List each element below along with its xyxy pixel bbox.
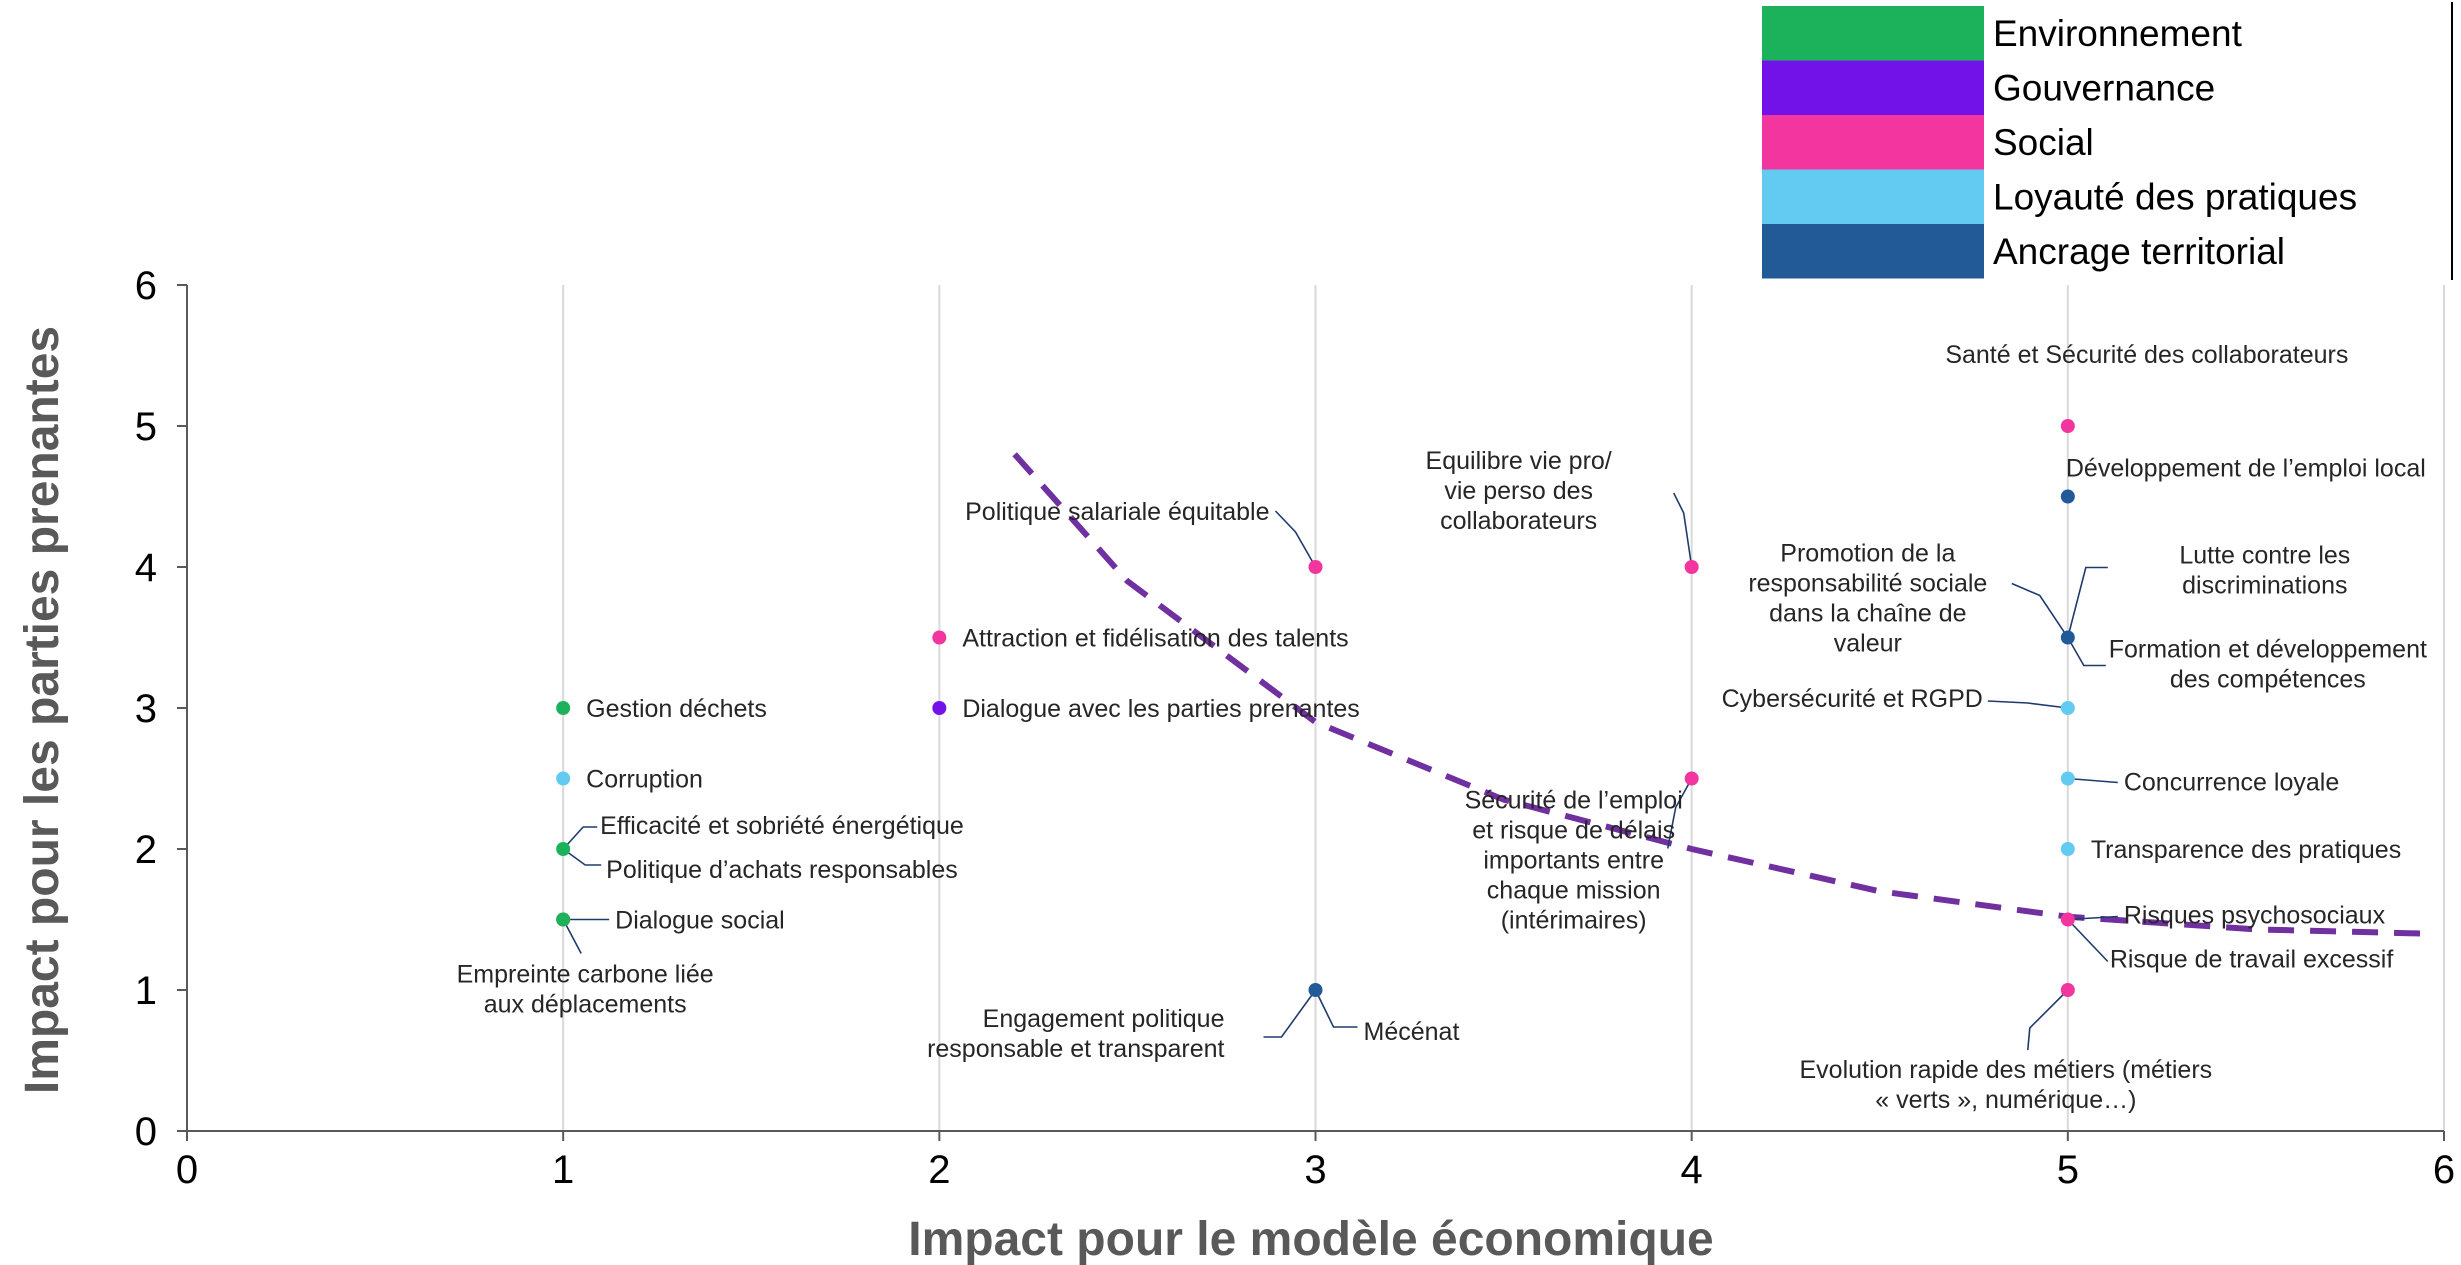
- leader-line: [1987, 700, 2068, 709]
- y-tick-label: 2: [135, 828, 157, 872]
- point-label: Risques psychosociaux: [2124, 902, 2386, 930]
- data-point: [556, 842, 571, 856]
- x-axis-title: Impact pour le modèle économique: [908, 1213, 1713, 1265]
- trend-curve: [1012, 452, 2426, 937]
- leader-line: [2027, 989, 2069, 1051]
- point-label: Promotion de la responsabilité sociale dan…: [1748, 540, 1987, 658]
- point-label: Dialogue avec les parties prenantes: [962, 695, 1359, 723]
- y-tick-label: 1: [135, 969, 157, 1013]
- data-point: [2060, 983, 2075, 997]
- leader-line: [1672, 492, 1693, 568]
- legend-label: Ancrage territorial: [1993, 231, 2285, 272]
- point-label: Politique salariale équitable: [965, 498, 1269, 526]
- data-point: [2060, 419, 2075, 433]
- point-label: Sécurité de l’emploi et risque de délais i…: [1465, 787, 1683, 935]
- x-tick-label: 5: [2057, 1148, 2079, 1192]
- leader-line: [1274, 510, 1317, 568]
- point-label: Concurrence loyale: [2124, 769, 2339, 797]
- y-tick-label: 0: [135, 1110, 157, 1154]
- point-label: Corruption: [586, 766, 703, 794]
- point-label: Equilibre vie pro/vie perso des collabora…: [1426, 447, 1612, 535]
- leader-line: [1263, 989, 1317, 1038]
- data-point: [932, 701, 947, 715]
- point-label: Développement de l’emploi local: [2066, 455, 2426, 483]
- data-point: [932, 630, 947, 645]
- legend-swatch: [1762, 224, 1984, 279]
- legend-label: Gouvernance: [1993, 68, 2215, 109]
- leader-lines: [562, 492, 2118, 1051]
- data-point: [2060, 701, 2075, 715]
- data-point: [2060, 630, 2075, 645]
- data-point: [556, 912, 571, 927]
- axes: 0 1 2 3 4 5 6 0 1 2 3 4 5 6: [135, 264, 2455, 1192]
- y-axis-title: Impact pour les parties prenantes: [16, 326, 69, 1094]
- leader-line: [1314, 989, 1358, 1028]
- leader-line: [2067, 915, 2118, 921]
- data-point: [556, 771, 571, 786]
- y-tick-label: 3: [135, 687, 157, 731]
- data-point: [1684, 560, 1699, 574]
- point-label: Attraction et fidélisation des talents: [962, 625, 1348, 653]
- legend-swatch: [1762, 6, 1984, 61]
- data-point: [556, 701, 571, 715]
- leader-line: [2067, 566, 2108, 638]
- x-tick-label: 2: [928, 1148, 950, 1192]
- y-tick-label: 5: [135, 405, 157, 449]
- x-tick-label: 4: [1681, 1148, 1703, 1192]
- leader-line: [1666, 778, 1693, 849]
- data-points: [556, 419, 2075, 997]
- x-tick-label: 0: [176, 1148, 198, 1192]
- trend-curve-path: [1012, 452, 2426, 937]
- legend-label: Environnement: [1993, 13, 2243, 54]
- point-label: Politique d’achats responsables: [606, 856, 958, 884]
- data-point: [2060, 842, 2075, 856]
- leader-line: [2067, 637, 2106, 667]
- legend-label: Social: [1993, 122, 2094, 163]
- leader-line: [562, 848, 602, 866]
- y-tick-label: 4: [135, 546, 157, 590]
- legend-swatch: [1762, 115, 1984, 170]
- x-tick-label: 6: [2433, 1148, 2455, 1192]
- leader-line: [2067, 918, 2109, 963]
- data-point: [2060, 912, 2075, 927]
- point-label: Lutte contre les discriminations: [2179, 542, 2350, 600]
- point-label: Formation et développement des compétence…: [2109, 636, 2427, 694]
- point-label: Cybersécurité et RGPD: [1722, 685, 1983, 713]
- leader-line: [2067, 777, 2118, 784]
- point-label: Mécénat: [1364, 1018, 1460, 1046]
- point-label: Gestion déchets: [586, 695, 767, 723]
- legend-swatch: [1762, 60, 1984, 115]
- x-tick-label: 3: [1304, 1148, 1326, 1192]
- point-labels: Gestion déchets Corruption Efficacité et s…: [457, 341, 2427, 1114]
- y-tick-label: 6: [135, 264, 157, 308]
- leader-line: [562, 826, 598, 850]
- data-point: [1308, 983, 1323, 997]
- data-point: [1684, 771, 1699, 786]
- point-label: Dialogue social: [615, 907, 785, 935]
- legend-swatch: [1762, 169, 1984, 224]
- gridlines: [562, 285, 2445, 1131]
- legend-label: Loyauté des pratiques: [1993, 177, 2357, 218]
- point-label: Evolution rapide des métiers (métiers « v…: [1799, 1056, 2212, 1114]
- data-point: [2060, 771, 2075, 786]
- point-label: Efficacité et sobriété énergétique: [600, 812, 964, 840]
- data-point: [1308, 560, 1323, 574]
- point-label: Empreinte carbone liée aux déplacements: [457, 961, 714, 1019]
- point-label: Engagement politique responsable et trans…: [927, 1005, 1224, 1063]
- x-tick-label: 1: [552, 1148, 574, 1192]
- point-label: Transparence des pratiques: [2091, 836, 2401, 864]
- point-label: Santé et Sécurité des collaborateurs: [1945, 341, 2348, 369]
- leader-line: [2011, 582, 2069, 638]
- legend: Environnement Gouvernance Social Loyauté de…: [1762, 2, 2453, 280]
- point-label: Risque de travail excessif: [2110, 946, 2394, 974]
- data-point: [2060, 489, 2075, 504]
